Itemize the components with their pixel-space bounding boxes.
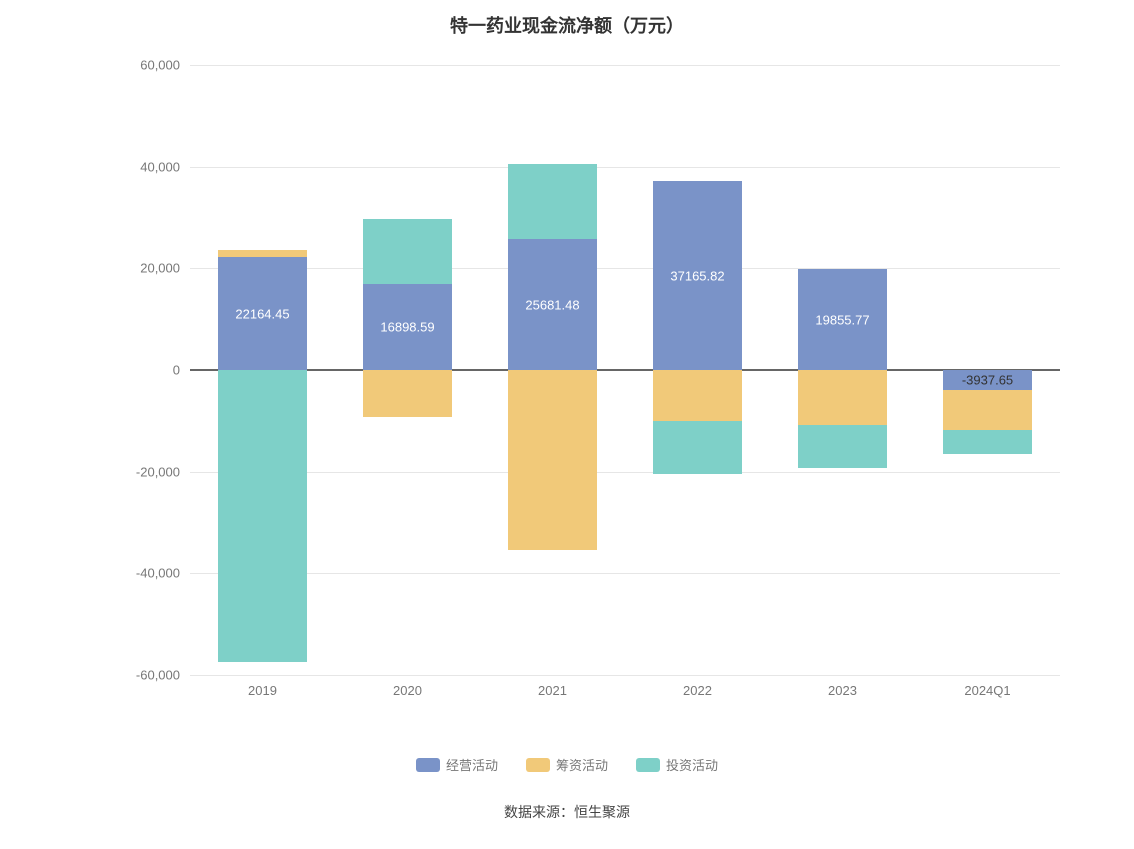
legend-label: 投资活动	[666, 755, 718, 774]
x-axis-label: 2022	[683, 683, 712, 698]
bar-segment-financing	[363, 370, 453, 417]
bar-segment-operating	[653, 181, 743, 370]
legend-swatch	[636, 758, 660, 772]
y-axis-label: -40,000	[136, 566, 180, 581]
bar-segment-investing	[508, 164, 598, 239]
bar-segment-operating	[218, 257, 308, 370]
y-axis-label: 0	[173, 363, 180, 378]
grid-line	[190, 573, 1060, 574]
bar-segment-financing	[218, 250, 308, 258]
bar-segment-financing	[798, 370, 888, 425]
bar-segment-financing	[943, 390, 1033, 430]
x-axis-label: 2019	[248, 683, 277, 698]
legend-item-financing[interactable]: 筹资活动	[526, 755, 608, 774]
grid-line	[190, 167, 1060, 168]
legend-label: 筹资活动	[556, 755, 608, 774]
legend-item-investing[interactable]: 投资活动	[636, 755, 718, 774]
bar-segment-investing	[798, 425, 888, 468]
cashflow-chart: 特一药业现金流净额（万元） -60,000-40,000-20,000020,0…	[0, 0, 1134, 849]
grid-line	[190, 268, 1060, 269]
chart-title: 特一药业现金流净额（万元）	[0, 12, 1134, 38]
y-axis-label: -60,000	[136, 668, 180, 683]
zero-axis-line	[190, 369, 1060, 371]
legend: 经营活动 筹资活动 投资活动	[0, 755, 1134, 777]
bar-segment-operating	[363, 284, 453, 370]
bar-segment-investing	[363, 219, 453, 284]
legend-swatch	[526, 758, 550, 772]
y-axis-label: -20,000	[136, 464, 180, 479]
bar-segment-investing	[218, 370, 308, 662]
y-axis-label: 60,000	[140, 58, 180, 73]
bar-segment-operating	[508, 239, 598, 370]
grid-line	[190, 472, 1060, 473]
bar-segment-investing	[653, 421, 743, 474]
bar-segment-financing	[508, 370, 598, 550]
x-axis-label: 2020	[393, 683, 422, 698]
x-axis-label: 2024Q1	[964, 683, 1010, 698]
bar-segment-financing	[653, 370, 743, 421]
bar-segment-operating	[943, 370, 1033, 390]
legend-swatch	[416, 758, 440, 772]
y-axis-label: 40,000	[140, 159, 180, 174]
data-source-footer: 数据来源：恒生聚源	[0, 802, 1134, 822]
legend-item-operating[interactable]: 经营活动	[416, 755, 498, 774]
plot-area: -60,000-40,000-20,000020,00040,00060,000…	[190, 65, 1060, 675]
bar-segment-operating	[798, 269, 888, 370]
grid-line	[190, 65, 1060, 66]
x-axis-label: 2021	[538, 683, 567, 698]
grid-line	[190, 675, 1060, 676]
y-axis-label: 20,000	[140, 261, 180, 276]
legend-label: 经营活动	[446, 755, 498, 774]
bar-segment-investing	[943, 430, 1033, 454]
x-axis-label: 2023	[828, 683, 857, 698]
